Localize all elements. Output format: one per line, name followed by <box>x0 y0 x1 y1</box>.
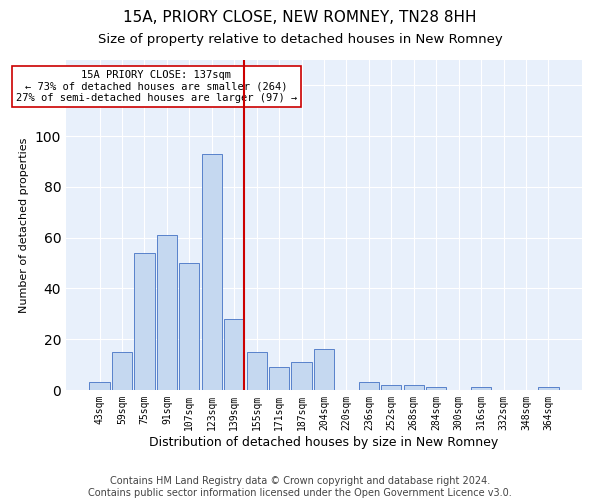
Text: Contains HM Land Registry data © Crown copyright and database right 2024.
Contai: Contains HM Land Registry data © Crown c… <box>88 476 512 498</box>
Y-axis label: Number of detached properties: Number of detached properties <box>19 138 29 312</box>
Bar <box>538 388 559 390</box>
Bar <box>426 388 446 390</box>
Bar <box>404 385 424 390</box>
Text: 15A PRIORY CLOSE: 137sqm
← 73% of detached houses are smaller (264)
27% of semi-: 15A PRIORY CLOSE: 137sqm ← 73% of detach… <box>16 70 297 103</box>
Text: 15A, PRIORY CLOSE, NEW ROMNEY, TN28 8HH: 15A, PRIORY CLOSE, NEW ROMNEY, TN28 8HH <box>123 10 477 25</box>
Bar <box>247 352 267 390</box>
Bar <box>157 235 177 390</box>
Bar <box>359 382 379 390</box>
Bar <box>224 319 244 390</box>
Bar <box>179 263 199 390</box>
Bar <box>202 154 222 390</box>
Bar <box>112 352 132 390</box>
Bar <box>292 362 311 390</box>
Bar <box>381 385 401 390</box>
Bar <box>134 253 155 390</box>
Text: Size of property relative to detached houses in New Romney: Size of property relative to detached ho… <box>98 32 502 46</box>
Bar <box>89 382 110 390</box>
Bar <box>471 388 491 390</box>
Bar <box>269 367 289 390</box>
X-axis label: Distribution of detached houses by size in New Romney: Distribution of detached houses by size … <box>149 436 499 448</box>
Bar <box>314 350 334 390</box>
